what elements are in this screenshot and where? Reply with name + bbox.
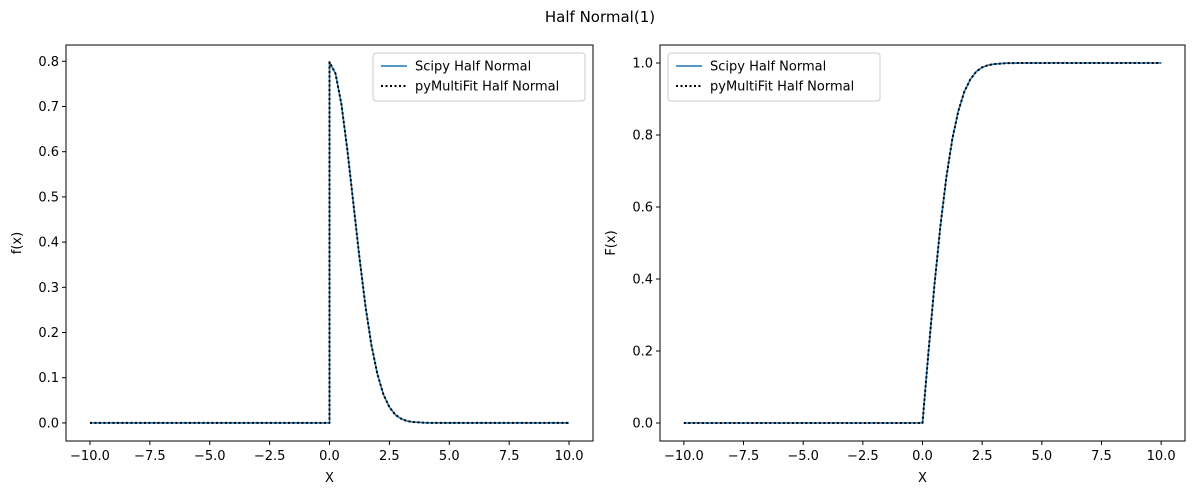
x-tick-label: 5.0 <box>1031 449 1052 464</box>
x-tick-label: −10.0 <box>664 449 704 464</box>
x-tick-label: 2.5 <box>379 449 400 464</box>
legend: Scipy Half Normal pyMultiFit Half Normal <box>667 52 881 102</box>
y-tick-label: 0.8 <box>38 55 59 70</box>
y-tick-label: 0.8 <box>632 129 653 144</box>
x-tick-label: 10.0 <box>555 449 584 464</box>
series-line-pymultifit <box>89 61 570 424</box>
legend-box <box>667 52 881 102</box>
x-tick-label: −5.0 <box>194 449 226 464</box>
x-tick-label: −7.5 <box>728 449 760 464</box>
x-tick-label: 2.5 <box>972 449 993 464</box>
x-tick-label: 5.0 <box>439 449 460 464</box>
y-tick-label: 0.6 <box>632 201 653 216</box>
y-axis-label: F(x) <box>604 230 619 255</box>
x-tick-label: −5.0 <box>787 449 819 464</box>
x-tick-label: −2.5 <box>254 449 286 464</box>
x-tick-label: 0.0 <box>319 449 340 464</box>
y-tick-label: 0.2 <box>38 326 59 341</box>
x-tick-label: 10.0 <box>1147 449 1176 464</box>
legend-label: Scipy Half Normal <box>415 60 531 75</box>
legend-box <box>372 52 586 102</box>
legend: Scipy Half Normal pyMultiFit Half Normal <box>372 52 586 102</box>
y-tick-label: 0.6 <box>38 145 59 160</box>
y-tick-label: 0.7 <box>38 100 59 115</box>
series-line-scipy <box>683 62 1162 424</box>
y-tick-label: 0.1 <box>38 371 59 386</box>
x-tick-label: −2.5 <box>847 449 879 464</box>
figure-title: Half Normal(1) <box>545 8 655 26</box>
legend-label: Scipy Half Normal <box>710 60 826 75</box>
pdf-chart-panel: −10.0 −7.5 −5.0 −2.5 0.0 2.5 5.0 7.5 10.0 0.0 0.1 0… <box>10 44 594 486</box>
y-tick-label: 0.3 <box>38 281 59 296</box>
x-tick-label: 7.5 <box>1091 449 1112 464</box>
x-axis-label: X <box>918 471 927 486</box>
y-tick-label: 0.5 <box>38 190 59 205</box>
y-tick-label: 1.0 <box>632 57 653 72</box>
plot-frame <box>659 44 1186 442</box>
y-tick-label: 0.0 <box>632 417 653 432</box>
x-tick-label: −7.5 <box>134 449 166 464</box>
y-tick-label: 0.0 <box>38 416 59 431</box>
legend-label: pyMultiFit Half Normal <box>415 80 559 95</box>
x-tick-label: 0.0 <box>912 449 933 464</box>
x-tick-label: −10.0 <box>70 449 110 464</box>
series-line-pymultifit <box>683 62 1162 424</box>
y-tick-label: 0.4 <box>38 236 59 251</box>
x-tick-label: 7.5 <box>499 449 520 464</box>
y-axis-label: f(x) <box>10 232 25 254</box>
legend-label: pyMultiFit Half Normal <box>710 80 854 95</box>
y-tick-label: 0.4 <box>632 273 653 288</box>
y-tick-label: 0.2 <box>632 345 653 360</box>
cdf-chart-panel: −10.0 −7.5 −5.0 −2.5 0.0 2.5 5.0 7.5 10.0 0.0 0.2 0… <box>604 44 1186 486</box>
x-axis-label: X <box>325 471 334 486</box>
